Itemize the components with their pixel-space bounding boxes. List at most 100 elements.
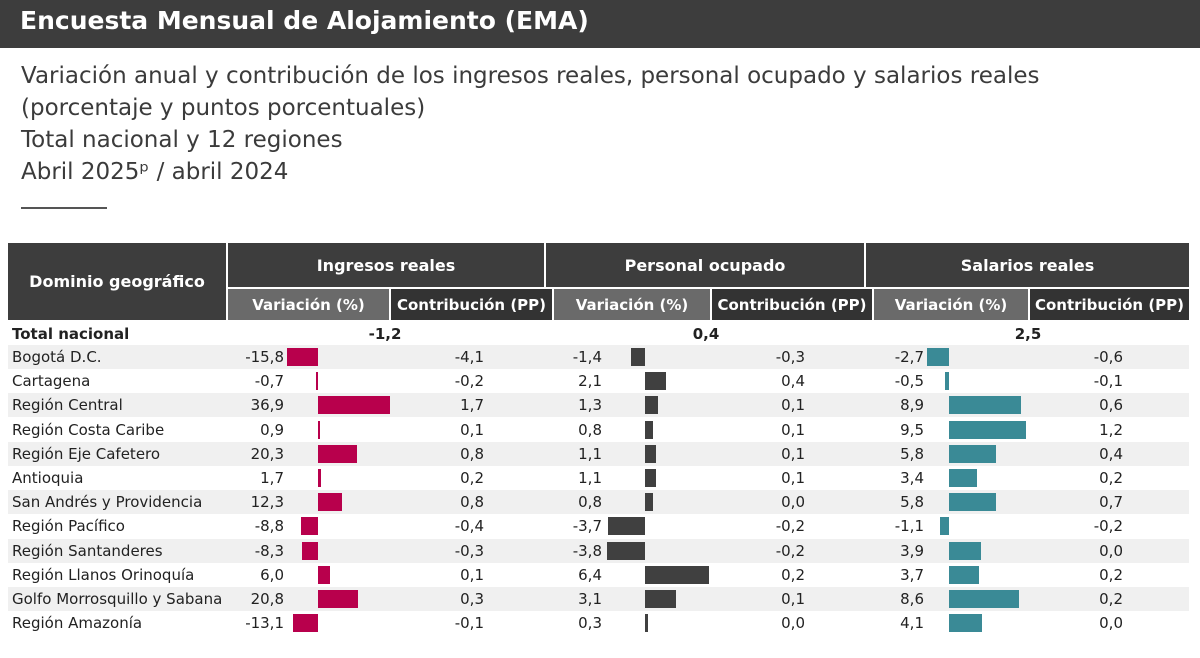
- per-variation-bar: [645, 590, 676, 608]
- header-salarios: Salarios reales: [866, 243, 1189, 287]
- sal-variation-bar: [949, 590, 1019, 608]
- ing-variation-bar: [318, 420, 320, 439]
- ing-variation-bar: [318, 444, 358, 463]
- sal-variation-value: 4,1: [900, 614, 924, 633]
- subheader-personal-contribution: Contribución (PP): [712, 289, 872, 320]
- ing-contribution-value: 0,2: [460, 469, 484, 487]
- ing-variation-value: 36,9: [250, 396, 284, 415]
- per-variation-value: 2,1: [578, 372, 602, 391]
- sal-variation-bar: [949, 541, 981, 560]
- sal-variation-value: 5,8: [900, 444, 924, 463]
- header-domain: Dominio geográfico: [8, 243, 226, 320]
- per-variation-bar: [645, 444, 656, 463]
- per-variation-value: 6,4: [578, 565, 602, 584]
- per-variation-bar: [645, 420, 653, 439]
- sal-variation-value: -2,7: [894, 348, 924, 366]
- page-title: Encuesta Mensual de Alojamiento (EMA): [20, 6, 589, 35]
- per-variation-value: 3,1: [578, 590, 602, 608]
- row-label: Bogotá D.C.: [12, 348, 102, 366]
- row-stripe: [8, 538, 1189, 563]
- sal-variation-bar: [945, 372, 949, 391]
- per-variation-value: 1,3: [578, 396, 602, 415]
- per-variation-value: 1,1: [578, 444, 602, 463]
- ing-variation-bar: [301, 541, 318, 560]
- per-contribution-value: 0,1: [781, 444, 805, 463]
- subheader-salarios-variation: Variación (%): [874, 289, 1028, 320]
- ing-contribution-value: 0,3: [460, 590, 484, 608]
- sal-contribution-value: -0,2: [1093, 517, 1123, 536]
- ing-variation-value: 20,8: [250, 590, 284, 608]
- sal-contribution-value: 0,6: [1099, 396, 1123, 415]
- sal-variation-bar: [949, 614, 983, 633]
- ing-variation-bar: [292, 614, 318, 633]
- ing-variation-value: 0,9: [260, 420, 284, 439]
- sal-variation-bar: [940, 517, 949, 536]
- total-label: Total nacional: [12, 325, 130, 343]
- sal-contribution-value: 0,2: [1099, 565, 1123, 584]
- ing-contribution-value: 0,8: [460, 493, 484, 512]
- sal-variation-value: 3,9: [900, 541, 924, 560]
- subtitle-line-4: Abril 2025ᵖ / abril 2024: [21, 159, 289, 185]
- ing-variation-value: 1,7: [260, 469, 284, 487]
- sal-contribution-value: 0,2: [1099, 590, 1123, 608]
- per-variation-bar: [645, 372, 666, 391]
- sal-variation-bar: [949, 420, 1026, 439]
- per-contribution-value: 0,1: [781, 396, 805, 415]
- ing-contribution-value: 0,1: [460, 565, 484, 584]
- total-ingresos: -1,2: [368, 325, 402, 343]
- row-label: Región Amazonía: [12, 614, 143, 633]
- per-variation-bar: [631, 348, 645, 366]
- row-label: Región Santanderes: [12, 541, 163, 560]
- subheader-salarios-contribution: Contribución (PP): [1030, 289, 1189, 320]
- sal-contribution-value: -0,6: [1093, 348, 1123, 366]
- sal-contribution-value: 1,2: [1099, 420, 1123, 439]
- per-variation-bar: [607, 541, 645, 560]
- total-salarios: 2,5: [1014, 325, 1042, 343]
- sal-variation-bar: [927, 348, 949, 366]
- subtitle-line-1: Variación anual y contribución de los in…: [21, 63, 1040, 89]
- sal-contribution-value: 0,0: [1099, 541, 1123, 560]
- per-contribution-value: -0,3: [775, 348, 805, 366]
- ing-contribution-value: -0,4: [454, 517, 484, 536]
- per-variation-bar: [608, 517, 645, 536]
- per-variation-bar: [645, 396, 658, 415]
- per-contribution-value: 0,1: [781, 590, 805, 608]
- row-label: Región Llanos Orinoquía: [12, 565, 195, 584]
- sal-variation-bar: [949, 493, 996, 512]
- per-variation-bar: [645, 565, 709, 584]
- ing-contribution-value: -0,3: [454, 541, 484, 560]
- sal-variation-bar: [949, 565, 979, 584]
- sal-variation-bar: [949, 396, 1022, 415]
- per-contribution-value: 0,2: [781, 565, 805, 584]
- ing-contribution-value: 0,1: [460, 420, 484, 439]
- sal-variation-bar: [949, 444, 996, 463]
- sal-contribution-value: -0,1: [1093, 372, 1123, 391]
- header-personal: Personal ocupado: [546, 243, 864, 287]
- per-variation-value: -3,8: [572, 541, 602, 560]
- per-variation-value: -1,4: [572, 348, 602, 366]
- subheader-ingresos-contribution: Contribución (PP): [391, 289, 552, 320]
- per-contribution-value: -0,2: [775, 541, 805, 560]
- ing-variation-value: 20,3: [250, 444, 284, 463]
- ing-variation-value: -8,8: [254, 517, 284, 536]
- ing-variation-bar: [318, 565, 330, 584]
- row-label: Cartagena: [12, 372, 91, 391]
- ing-variation-value: -0,7: [254, 372, 284, 391]
- row-label: Región Central: [12, 396, 123, 415]
- row-label: Región Pacífico: [12, 517, 125, 536]
- sal-variation-value: 5,8: [900, 493, 924, 512]
- ing-contribution-value: -0,2: [454, 372, 484, 391]
- ing-variation-bar: [318, 396, 390, 415]
- row-label: Antioquia: [12, 469, 84, 487]
- row-label: Región Eje Cafetero: [12, 444, 161, 463]
- sal-contribution-value: 0,2: [1099, 469, 1123, 487]
- divider: [21, 207, 107, 209]
- per-contribution-value: 0,0: [781, 493, 805, 512]
- subheader-personal-variation: Variación (%): [554, 289, 710, 320]
- ing-contribution-value: 0,8: [460, 444, 484, 463]
- row-stripe: [8, 345, 1189, 369]
- sal-variation-value: -0,5: [894, 372, 924, 391]
- per-contribution-value: 0,0: [781, 614, 805, 633]
- ing-variation-bar: [318, 469, 322, 487]
- per-variation-value: 1,1: [578, 469, 602, 487]
